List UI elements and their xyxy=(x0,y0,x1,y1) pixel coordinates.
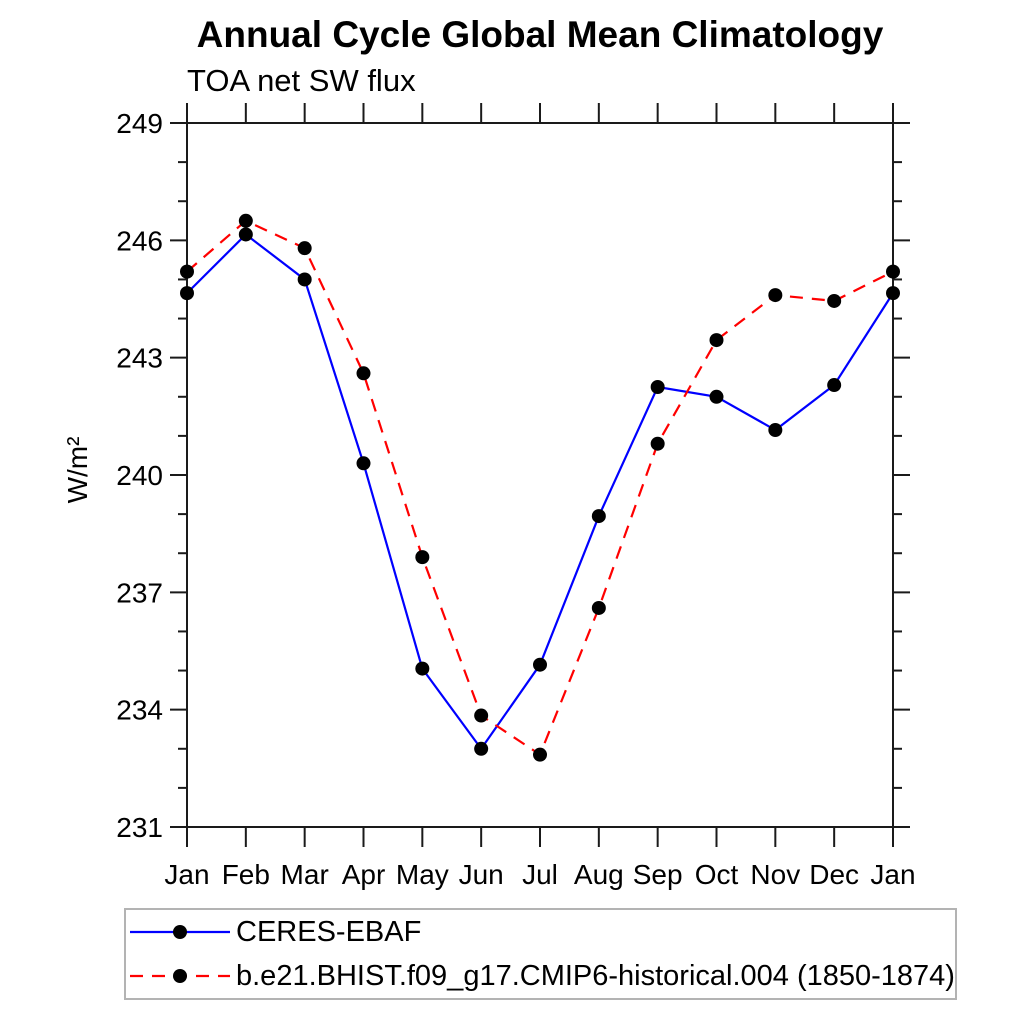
data-point-series-1 xyxy=(650,436,665,451)
data-point-series-1 xyxy=(238,213,253,228)
data-point-series-0 xyxy=(886,286,900,301)
x-tick-label: Apr xyxy=(342,859,386,890)
data-point-series-0 xyxy=(180,286,194,301)
data-point-series-0 xyxy=(709,389,724,404)
y-tick-label: 243 xyxy=(116,343,163,374)
data-point-series-1 xyxy=(180,264,194,279)
data-point-series-0 xyxy=(297,272,312,287)
data-point-series-0 xyxy=(415,661,430,676)
data-point-series-0 xyxy=(827,378,842,393)
x-tick-label: Nov xyxy=(750,859,800,890)
data-point-series-1 xyxy=(886,264,900,279)
chart-subtitle: TOA net SW flux xyxy=(187,63,416,98)
data-point-series-0 xyxy=(356,456,371,471)
x-tick-label: Oct xyxy=(695,859,739,890)
data-point-series-0 xyxy=(474,741,489,756)
data-point-series-1 xyxy=(415,550,430,565)
x-tick-label: Jun xyxy=(459,859,504,890)
x-tick-label: Aug xyxy=(574,859,624,890)
legend-box: CERES-EBAF b.e21.BHIST.f09_g17.CMIP6-his… xyxy=(124,908,957,1000)
y-tick-label: 240 xyxy=(116,460,163,491)
x-tick-label: Dec xyxy=(809,859,859,890)
plot-frame xyxy=(186,122,894,828)
x-tick-label: Feb xyxy=(222,859,270,890)
data-point-series-1 xyxy=(533,747,547,762)
data-point-series-0 xyxy=(591,509,606,524)
y-tick-label: 246 xyxy=(116,225,163,256)
data-point-series-1 xyxy=(474,708,489,723)
x-tick-label: Jan xyxy=(164,859,209,890)
y-tick-label: 234 xyxy=(116,695,163,726)
legend-sample-solid-line xyxy=(130,925,230,939)
data-point-series-1 xyxy=(709,333,724,348)
legend-label: b.e21.BHIST.f09_g17.CMIP6-historical.004… xyxy=(236,959,955,992)
data-point-series-0 xyxy=(768,423,783,438)
series-line-1 xyxy=(186,219,894,757)
x-tick-label: Mar xyxy=(281,859,329,890)
x-tick-label: Sep xyxy=(633,859,683,890)
chart-title: Annual Cycle Global Mean Climatology xyxy=(196,14,884,55)
data-point-series-1 xyxy=(827,293,842,308)
legend-label: CERES-EBAF xyxy=(236,915,422,948)
x-tick-label: May xyxy=(396,859,449,890)
legend-entry-model: b.e21.BHIST.f09_g17.CMIP6-historical.004… xyxy=(128,954,955,998)
data-point-series-1 xyxy=(356,366,371,381)
y-tick-label: 249 xyxy=(116,108,163,139)
x-tick-label: Jan xyxy=(870,859,915,890)
y-tick-label: 231 xyxy=(116,812,163,843)
data-point-series-1 xyxy=(591,600,606,615)
data-point-series-0 xyxy=(533,657,547,672)
data-point-series-0 xyxy=(650,380,665,394)
y-tick-label: 237 xyxy=(116,577,163,608)
data-point-series-1 xyxy=(297,241,312,256)
legend-entry-ceres-ebaf: CERES-EBAF xyxy=(128,910,955,954)
x-tick-label: Jul xyxy=(522,859,558,890)
legend-sample-dashed-line xyxy=(130,969,230,983)
data-point-series-1 xyxy=(768,288,783,303)
data-point-series-0 xyxy=(238,227,253,242)
